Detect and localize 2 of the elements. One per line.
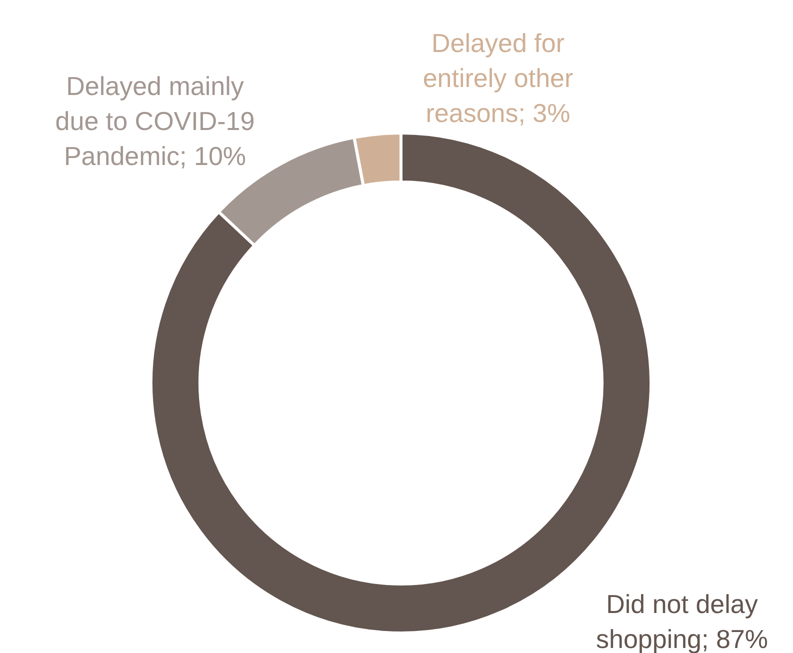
slice-label: Delayed mainly due to COVID-19 Pandemic; 10%	[55, 71, 255, 171]
slice-label: Delayed for entirely other reasons; 3%	[422, 28, 574, 128]
